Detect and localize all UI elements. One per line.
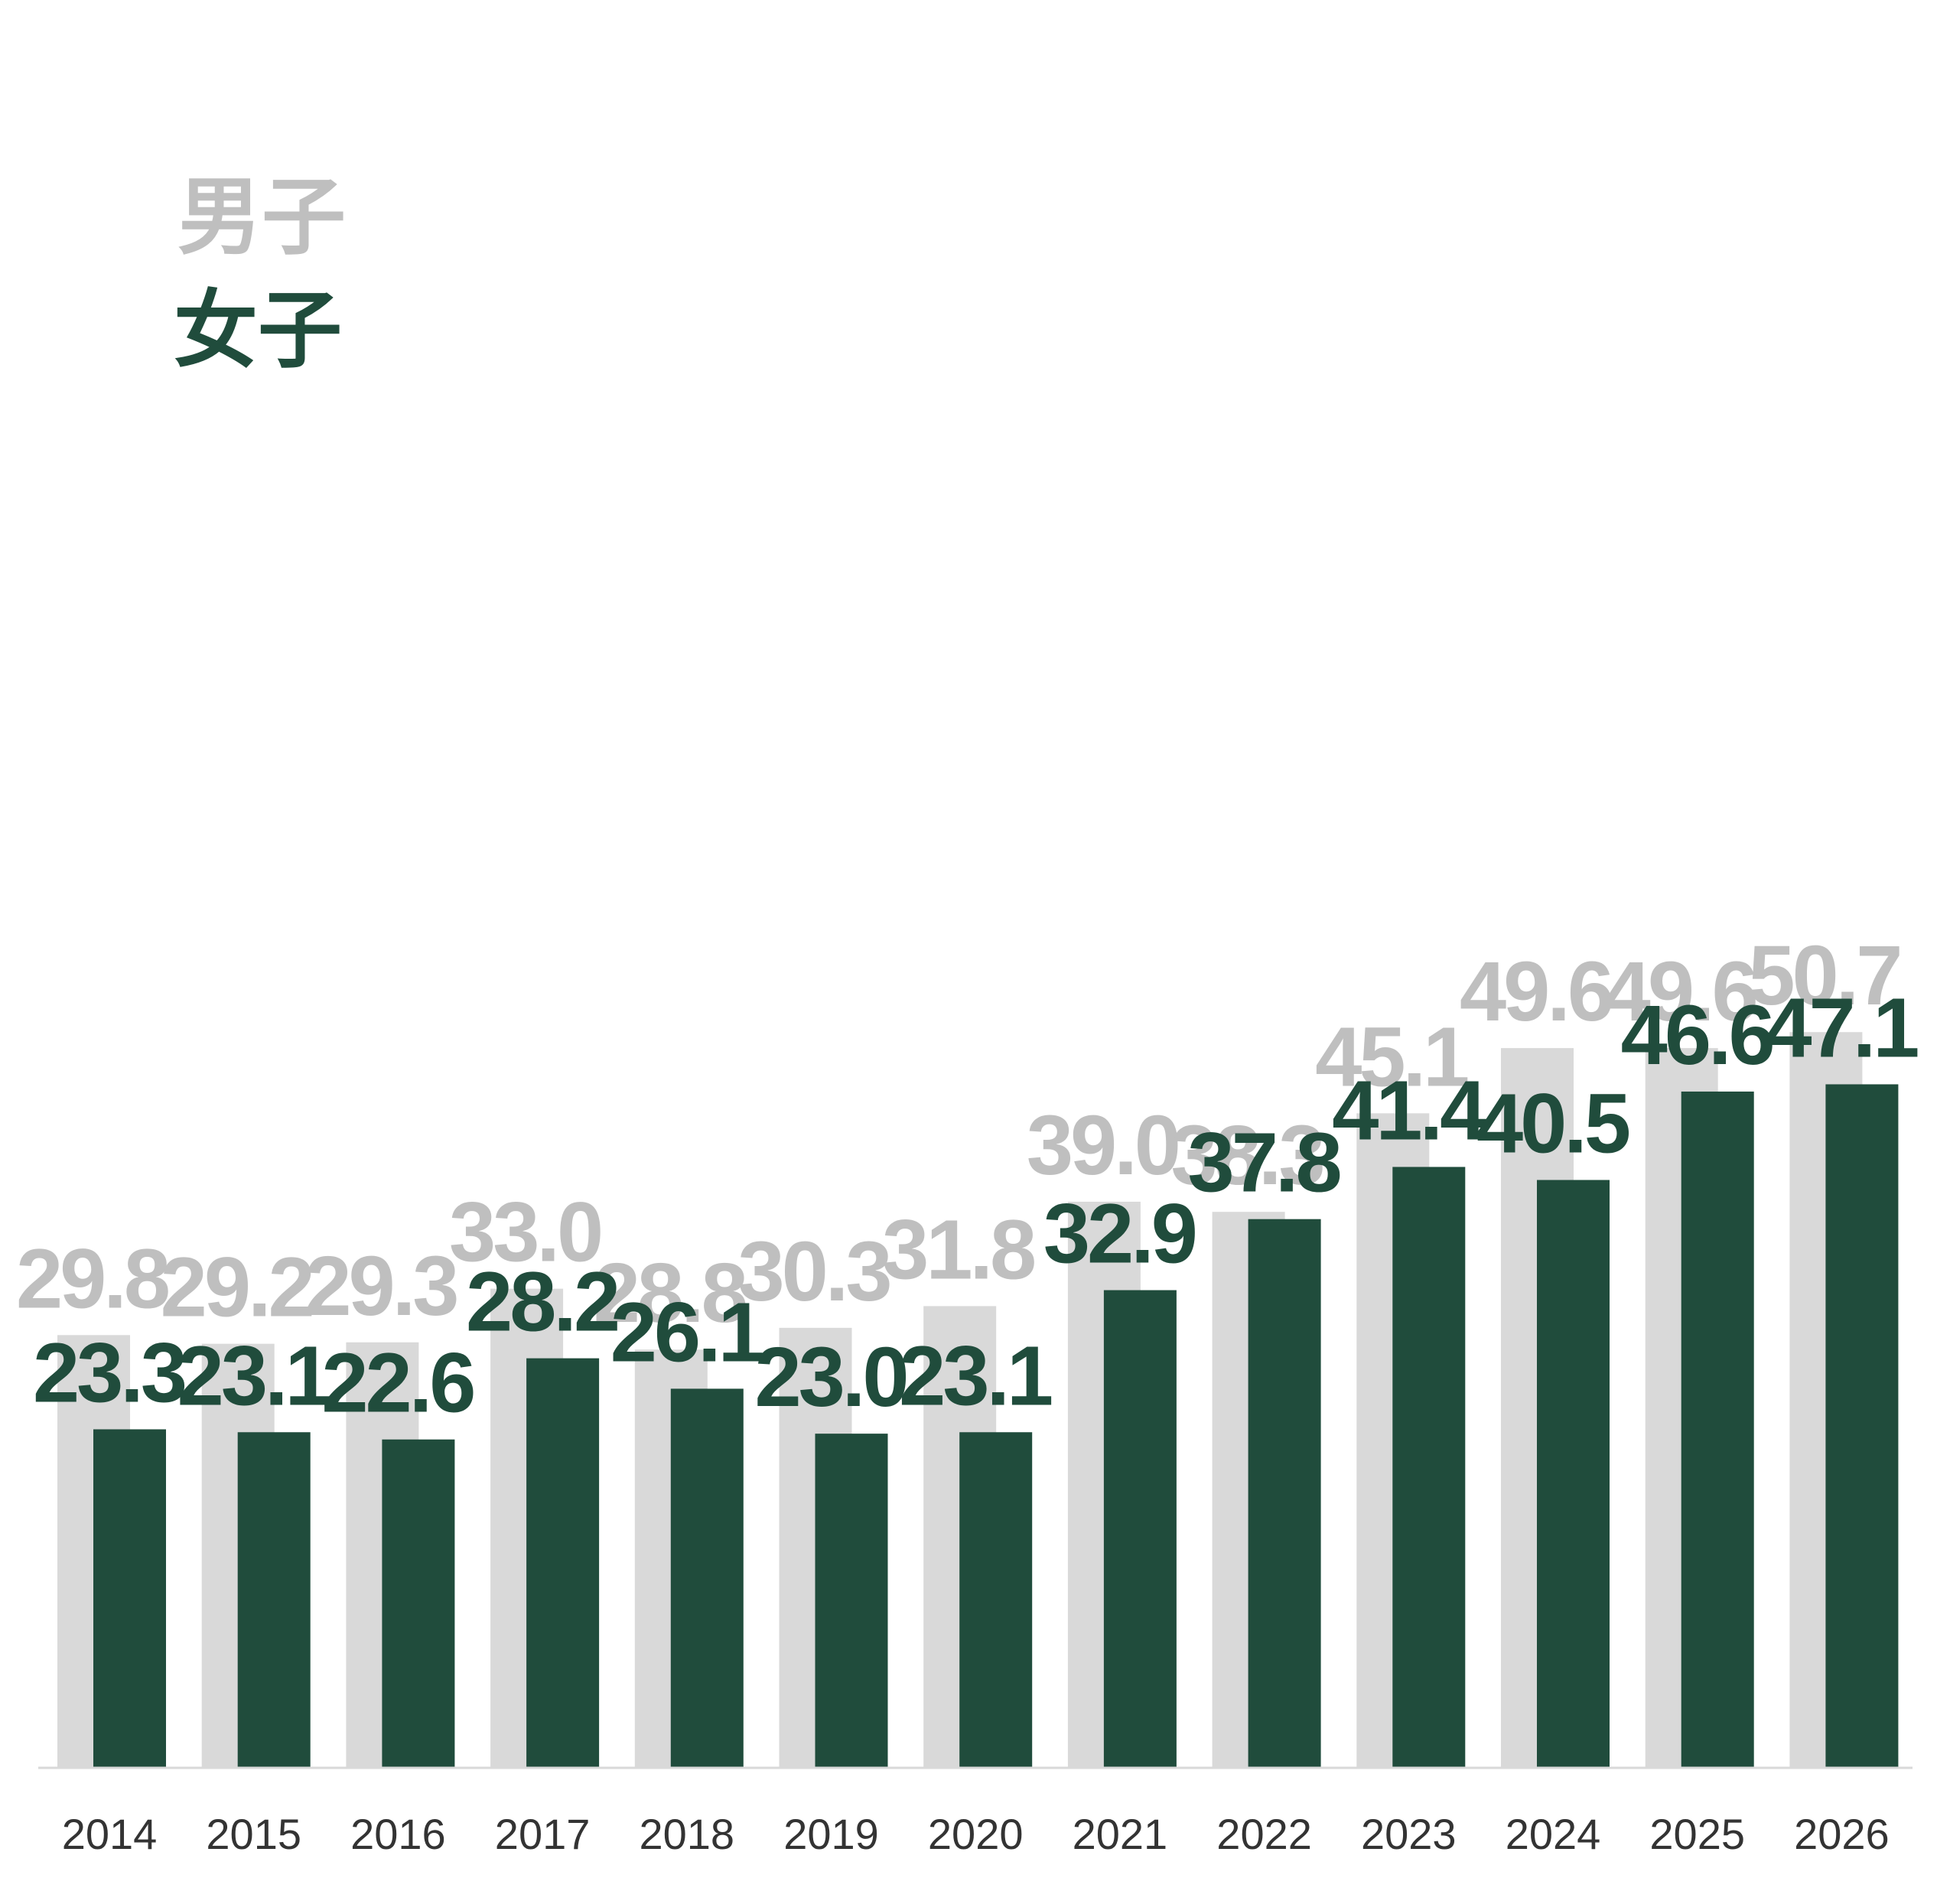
female-bar-2019: [815, 1434, 888, 1767]
female-bar-2024: [1537, 1180, 1610, 1767]
legend-male: 男子: [177, 168, 346, 266]
x-tick-label-2023: 2023: [1361, 1810, 1457, 1858]
female-bar-2022: [1248, 1219, 1321, 1767]
x-tick-label-2020: 2020: [928, 1810, 1024, 1858]
female-bar-2025: [1681, 1091, 1754, 1767]
female-value-label-2017: 28.2: [466, 1255, 617, 1349]
male-value-label-2016: 29.3: [304, 1239, 457, 1333]
female-bar-2015: [237, 1432, 311, 1767]
x-tick-label-2015: 2015: [206, 1810, 301, 1858]
female-value-label-2019: 23.0: [754, 1330, 906, 1424]
male-value-label-2018: 28.8: [594, 1246, 746, 1340]
x-tick-label-2018: 2018: [640, 1810, 735, 1858]
female-bar-2021: [1103, 1290, 1177, 1767]
male-value-label-2024: 49.6: [1460, 945, 1612, 1039]
male-value-label-2021: 39.0: [1027, 1098, 1178, 1193]
male-value-label-2020: 31.8: [882, 1203, 1034, 1297]
male-value-label-2023: 45.1: [1315, 1010, 1468, 1104]
female-value-labels: 23.323.122.628.226.123.023.132.937.841.4…: [33, 981, 1921, 1430]
male-value-labels: 29.829.229.333.028.830.331.8 39.038.345.1…: [16, 929, 1903, 1340]
legend: 男子 女子: [174, 168, 346, 379]
female-value-label-2016: 22.6: [321, 1336, 474, 1430]
female-value-label-2025: 46.6: [1621, 988, 1773, 1082]
female-bar-2026: [1825, 1084, 1899, 1767]
x-tick-label-2019: 2019: [783, 1810, 879, 1858]
female-bar-2023: [1392, 1167, 1466, 1767]
x-tick-label-2016: 2016: [350, 1810, 446, 1858]
female-value-label-2024: 40.5: [1476, 1077, 1629, 1171]
male-value-label-2026: 50.7: [1748, 929, 1900, 1023]
female-value-label-2021: 32.9: [1043, 1187, 1196, 1281]
x-tick-label-2017: 2017: [495, 1810, 591, 1858]
male-value-label-2017: 33.0: [449, 1186, 601, 1280]
female-bar-2016: [382, 1439, 455, 1767]
x-tick-label-2026: 2026: [1794, 1810, 1890, 1858]
female-value-label-2014: 23.3: [33, 1326, 185, 1420]
male-value-label-2015: 29.2: [161, 1241, 312, 1335]
male-value-label-2025: 49.6: [1604, 945, 1756, 1039]
female-bar-2018: [670, 1388, 744, 1767]
x-tick-label-2014: 2014: [62, 1810, 158, 1858]
female-value-label-2018: 26.1: [610, 1285, 763, 1379]
x-tick-label-2024: 2024: [1506, 1810, 1601, 1858]
male-value-label-2022: 38.3: [1171, 1108, 1323, 1203]
male-value-label-2019: 30.3: [737, 1225, 890, 1319]
female-value-label-2023: 41.4: [1332, 1063, 1486, 1157]
female-value-label-2026: 47.1: [1765, 981, 1918, 1075]
female-value-label-2020: 23.1: [899, 1329, 1052, 1423]
male-value-label-2014: 29.8: [16, 1232, 168, 1326]
legend-female: 女子: [174, 282, 342, 379]
x-tick-label-2022: 2022: [1216, 1810, 1312, 1858]
x-tick-label-2021: 2021: [1073, 1810, 1168, 1858]
female-bar-2020: [959, 1432, 1033, 1767]
female-value-label-2015: 23.1: [177, 1329, 330, 1423]
x-axis-ticks: 2014 2015 2016 2017 2018 2019 2020 2021 2022 2023…: [62, 1810, 1890, 1858]
female-bar-2014: [93, 1429, 166, 1767]
x-tick-label-2025: 2025: [1649, 1810, 1745, 1858]
female-bars: [93, 1084, 1899, 1767]
female-value-label-2022: 37.8: [1188, 1116, 1340, 1210]
female-bar-2017: [526, 1358, 600, 1767]
